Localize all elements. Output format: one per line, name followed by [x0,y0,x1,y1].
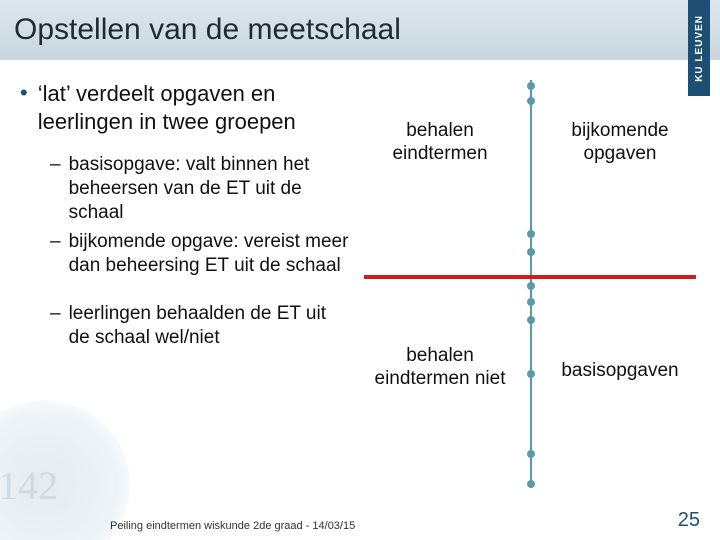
diagram-point [527,248,535,256]
diagram-label-top-left: behalen eindtermen [360,120,520,166]
bullet-main-text: ‘lat’ verdeelt opgaven en leerlingen in … [38,80,350,135]
diagram-point [527,450,535,458]
diagram-point [527,82,535,90]
diagram: behalen eindtermen bijkomende opgaven be… [360,80,700,500]
slide-title: Opstellen van de meetschaal [14,13,401,47]
kuleuven-logo-text: KU LEUVEN [694,15,705,82]
bullet-sub-1-text: basisopgave: valt binnen het beheersen v… [69,153,350,224]
diagram-point [527,298,535,306]
bullet-main: • ‘lat’ verdeelt opgaven en leerlingen i… [20,80,350,135]
diagram-label-bottom-right: basisopgaven [545,360,695,383]
text-content: • ‘lat’ verdeelt opgaven en leerlingen i… [20,80,350,355]
diagram-divider-line [364,275,696,279]
diagram-point [527,480,535,488]
bullet-dash-icon: – [50,153,61,224]
bullet-dash-icon: – [50,230,61,278]
bullet-sub-2: – bijkomende opgave: vereist meer dan be… [50,230,350,278]
diagram-point [527,230,535,238]
diagram-label-top-right: bijkomende opgaven [545,120,695,166]
bullet-dash-icon: – [50,302,61,350]
title-bar: Opstellen van de meetschaal [0,0,720,60]
diagram-point [527,97,535,105]
diagram-point [527,316,535,324]
footer-text: Peiling eindtermen wiskunde 2de graad - … [110,520,355,532]
diagram-point [527,282,535,290]
bullet-sub-3-text: leerlingen behaalden de ET uit de schaal… [69,302,350,350]
diagram-label-bottom-left: behalen eindtermen niet [360,345,520,391]
bullet-sub-1: – basisopgave: valt binnen het beheersen… [50,153,350,224]
bullet-dot-icon: • [20,80,28,135]
diagram-point [527,370,535,378]
spacer [20,284,350,302]
footer: Peiling eindtermen wiskunde 2de graad - … [0,510,720,532]
slide: Opstellen van de meetschaal KU LEUVEN • … [0,0,720,540]
bullet-sub-3: – leerlingen behaalden de ET uit de scha… [50,302,350,350]
bullet-sub-2-text: bijkomende opgave: vereist meer dan behe… [69,230,350,278]
page-number: 25 [678,509,700,532]
